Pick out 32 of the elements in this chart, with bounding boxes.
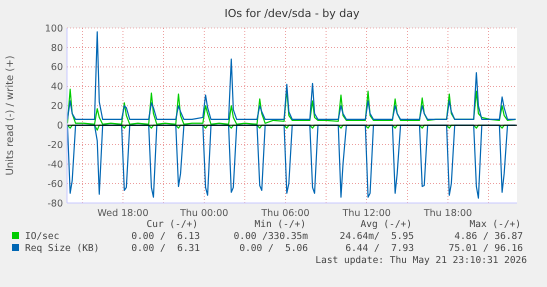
x-tick-label: Thu 00:00 bbox=[179, 208, 228, 219]
text: Last update: Thu May 21 23:10:31 2026 bbox=[315, 255, 528, 266]
y-tick-label: 100 bbox=[44, 23, 63, 34]
text: 0.00 / 6.31 bbox=[131, 243, 200, 254]
x-tick-label: Thu 06:00 bbox=[260, 208, 310, 219]
text: 75.01 / 96.16 bbox=[448, 243, 524, 254]
y-tick-label: 20 bbox=[50, 101, 63, 112]
x-tick-label: Wed 18:00 bbox=[97, 208, 149, 219]
text: 0.00 / 5.06 bbox=[239, 243, 308, 254]
y-tick-label: 60 bbox=[50, 62, 63, 74]
text: 0.00 / 6.13 bbox=[131, 231, 200, 242]
text: 4.86 / 36.87 bbox=[454, 231, 523, 242]
y-tick-label: 80 bbox=[50, 42, 63, 54]
text: Avg (-/+) bbox=[360, 219, 412, 230]
legend-label: Req Size (KB) bbox=[25, 243, 100, 254]
text: 6.44 / 7.93 bbox=[345, 243, 414, 254]
y-tick-label: 40 bbox=[50, 82, 63, 93]
y-tick-label: -60 bbox=[47, 178, 63, 190]
y-tick-label: -40 bbox=[47, 159, 63, 170]
text: 24.64m/ 5.95 bbox=[340, 231, 414, 242]
y-tick-label: -20 bbox=[47, 140, 63, 151]
x-tick-label: Thu 12:00 bbox=[342, 208, 391, 219]
y-axis-title: Units read (-) / write (+) bbox=[5, 55, 16, 176]
text: Min (-/+) bbox=[254, 219, 306, 230]
text: 0.00 /330.35m bbox=[234, 231, 308, 242]
x-tick-label: Thu 18:00 bbox=[422, 208, 472, 219]
y-tick-label: -80 bbox=[47, 198, 63, 210]
text: Cur (-/+) bbox=[146, 219, 198, 230]
chart-title: IOs for /dev/sda - by day bbox=[224, 7, 360, 20]
legend-label: IO/sec bbox=[25, 231, 60, 242]
text: Max (-/+) bbox=[470, 219, 521, 230]
y-tick-label: 0 bbox=[56, 120, 63, 132]
